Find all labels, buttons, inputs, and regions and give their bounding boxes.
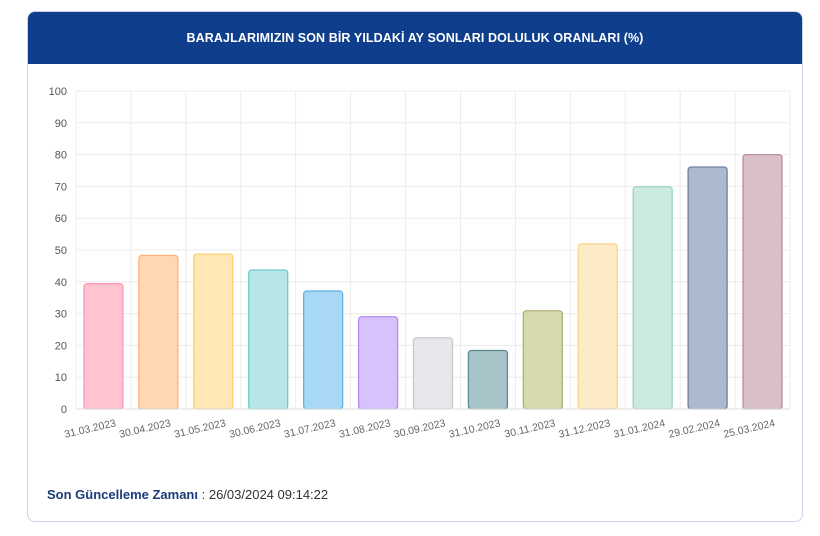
y-tick-label: 90: [55, 118, 67, 130]
chart-header: BARAJLARIMIZIN SON BİR YILDAKİ AY SONLAR…: [28, 12, 802, 64]
x-tick-label: 30.04.2023: [118, 417, 172, 441]
x-tick-label: 31.01.2024: [612, 417, 666, 441]
chart-area: 0 10 20 30 40 50 60 70 80 90 100 31.03.2023 30.04.20…: [28, 64, 802, 464]
last-update-separator: :: [198, 487, 209, 502]
bar: [303, 290, 344, 410]
x-tick-label: 31.07.2023: [283, 417, 337, 441]
bar: [357, 316, 399, 410]
y-tick-label: 40: [55, 277, 67, 289]
bar: [248, 269, 289, 410]
y-tick-label: 70: [55, 181, 67, 193]
bar: [632, 186, 673, 410]
bar: [687, 166, 728, 410]
y-tick-label: 50: [55, 245, 67, 257]
x-tick-label: 25.03.2024: [722, 417, 776, 441]
bar: [467, 349, 509, 410]
chart-card: BARAJLARIMIZIN SON BİR YILDAKİ AY SONLAR…: [27, 11, 803, 522]
x-tick-label: 31.12.2023: [558, 417, 612, 441]
y-tick-label: 0: [61, 404, 67, 416]
x-tick-label: 29.02.2024: [667, 417, 721, 441]
bar: [412, 337, 454, 410]
bar: [138, 254, 179, 410]
y-tick-label: 30: [55, 309, 67, 321]
chart-title: BARAJLARIMIZIN SON BİR YILDAKİ AY SONLAR…: [186, 31, 644, 45]
last-update-label: Son Güncelleme Zamanı: [47, 487, 198, 502]
x-tick-label: 30.06.2023: [228, 417, 282, 441]
x-tick-label: 31.10.2023: [448, 417, 502, 441]
y-tick-label: 20: [55, 340, 67, 352]
y-tick-label: 80: [55, 150, 67, 162]
y-tick-label: 100: [49, 86, 67, 98]
bar: [522, 310, 563, 410]
x-tick-label: 30.11.2023: [503, 417, 556, 440]
y-tick-label: 10: [55, 372, 67, 384]
x-tick-label: 31.05.2023: [173, 417, 227, 441]
bar: [742, 153, 783, 410]
x-tick-label: 30.09.2023: [393, 417, 447, 441]
bar-chart: 0 10 20 30 40 50 60 70 80 90 100 31.03.2023 30.04.20…: [49, 86, 791, 441]
x-tick-label: 31.03.2023: [63, 417, 117, 441]
bar: [193, 253, 234, 410]
y-tick-label: 60: [55, 213, 67, 225]
bar: [83, 283, 124, 410]
x-tick-label: 31.08.2023: [338, 417, 392, 441]
last-update: Son Güncelleme Zamanı : 26/03/2024 09:14…: [47, 487, 328, 502]
bar: [577, 243, 618, 410]
last-update-value: 26/03/2024 09:14:22: [208, 487, 329, 502]
